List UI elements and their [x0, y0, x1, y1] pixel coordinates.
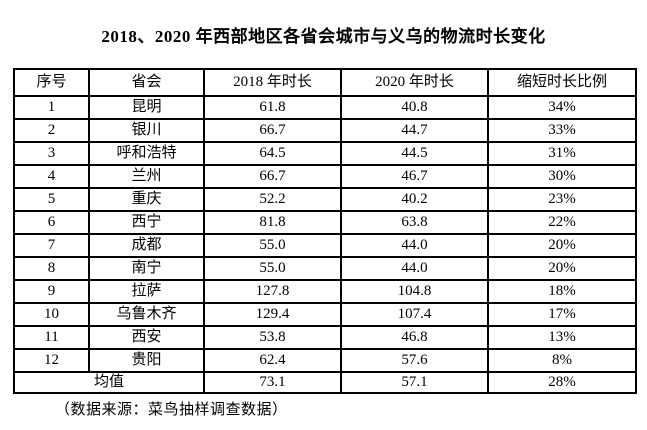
cell-reduction-ratio: 18%: [487, 279, 637, 304]
cell-2018-duration: 66.7: [203, 118, 342, 143]
cell-capital: 昆明: [88, 95, 205, 120]
cell-capital: 乌鲁木齐: [88, 302, 205, 327]
cell-capital: 呼和浩特: [88, 141, 205, 166]
cell-index: 10: [13, 302, 90, 327]
cell-2020-duration: 44.0: [340, 256, 489, 281]
cell-2020-duration: 44.0: [340, 233, 489, 258]
cell-capital: 成都: [88, 233, 205, 258]
cell-2018-duration: 127.8: [203, 279, 342, 304]
cell-capital: 银川: [88, 118, 205, 143]
cell-reduction-ratio: 8%: [487, 348, 637, 373]
summary-reduction-mean: 28%: [487, 371, 637, 394]
cell-capital: 西安: [88, 325, 205, 350]
cell-capital: 南宁: [88, 256, 205, 281]
cell-index: 8: [13, 256, 90, 281]
cell-capital: 贵阳: [88, 348, 205, 373]
cell-index: 11: [13, 325, 90, 350]
cell-2020-duration: 46.8: [340, 325, 489, 350]
cell-capital: 西宁: [88, 210, 205, 235]
cell-2020-duration: 46.7: [340, 164, 489, 189]
cell-2020-duration: 40.2: [340, 187, 489, 212]
cell-2020-duration: 104.8: [340, 279, 489, 304]
cell-2018-duration: 61.8: [203, 95, 342, 120]
cell-reduction-ratio: 20%: [487, 233, 637, 258]
cell-index: 4: [13, 164, 90, 189]
table-row: 3 呼和浩特 64.5 44.5 31%: [13, 141, 637, 166]
table-row: 7 成都 55.0 44.0 20%: [13, 233, 637, 258]
header-row: 序号 省会 2018 年时长 2020 年时长 缩短时长比例: [13, 68, 637, 97]
cell-2020-duration: 40.8: [340, 95, 489, 120]
cell-index: 1: [13, 95, 90, 120]
table-title: 2018、2020 年西部地区各省会城市与义乌的物流时长变化: [101, 27, 546, 46]
cell-index: 2: [13, 118, 90, 143]
cell-2020-duration: 57.6: [340, 348, 489, 373]
header-cell-2020: 2020 年时长: [340, 68, 489, 97]
cell-index: 9: [13, 279, 90, 304]
cell-index: 5: [13, 187, 90, 212]
table-row: 5 重庆 52.2 40.2 23%: [13, 187, 637, 212]
cell-capital: 拉萨: [88, 279, 205, 304]
cell-2018-duration: 55.0: [203, 256, 342, 281]
cell-2018-duration: 81.8: [203, 210, 342, 235]
cell-capital: 重庆: [88, 187, 205, 212]
cell-reduction-ratio: 34%: [487, 95, 637, 120]
summary-2020-mean: 57.1: [340, 371, 489, 394]
cell-2018-duration: 129.4: [203, 302, 342, 327]
summary-2018-mean: 73.1: [203, 371, 342, 394]
cell-reduction-ratio: 33%: [487, 118, 637, 143]
cell-reduction-ratio: 31%: [487, 141, 637, 166]
cell-reduction-ratio: 23%: [487, 187, 637, 212]
logistics-duration-table: 序号 省会 2018 年时长 2020 年时长 缩短时长比例 1 昆明 61.8 40…: [13, 68, 637, 394]
header-cell-capital: 省会: [88, 68, 205, 97]
cell-2020-duration: 44.7: [340, 118, 489, 143]
header-cell-reduction: 缩短时长比例: [487, 68, 637, 97]
cell-reduction-ratio: 13%: [487, 325, 637, 350]
cell-2020-duration: 63.8: [340, 210, 489, 235]
cell-reduction-ratio: 30%: [487, 164, 637, 189]
cell-2018-duration: 52.2: [203, 187, 342, 212]
table-row: 10 乌鲁木齐 129.4 107.4 17%: [13, 302, 637, 327]
summary-row: 均值 73.1 57.1 28%: [13, 371, 637, 394]
summary-label-cell: 均值: [13, 371, 205, 394]
cell-index: 7: [13, 233, 90, 258]
table-row: 4 兰州 66.7 46.7 30%: [13, 164, 637, 189]
cell-2020-duration: 44.5: [340, 141, 489, 166]
cell-2018-duration: 55.0: [203, 233, 342, 258]
cell-2018-duration: 64.5: [203, 141, 342, 166]
cell-2018-duration: 62.4: [203, 348, 342, 373]
cell-reduction-ratio: 17%: [487, 302, 637, 327]
cell-index: 12: [13, 348, 90, 373]
header-cell-index: 序号: [13, 68, 90, 97]
source-note: （数据来源：菜鸟抽样调查数据）: [55, 402, 288, 418]
cell-2020-duration: 107.4: [340, 302, 489, 327]
cell-reduction-ratio: 22%: [487, 210, 637, 235]
table-row: 9 拉萨 127.8 104.8 18%: [13, 279, 637, 304]
cell-2018-duration: 53.8: [203, 325, 342, 350]
table-row: 8 南宁 55.0 44.0 20%: [13, 256, 637, 281]
cell-2018-duration: 66.7: [203, 164, 342, 189]
cell-reduction-ratio: 20%: [487, 256, 637, 281]
cell-index: 3: [13, 141, 90, 166]
table-row: 12 贵阳 62.4 57.6 8%: [13, 348, 637, 373]
table-row: 2 银川 66.7 44.7 33%: [13, 118, 637, 143]
table-row: 1 昆明 61.8 40.8 34%: [13, 95, 637, 120]
table-row: 6 西宁 81.8 63.8 22%: [13, 210, 637, 235]
table-row: 11 西安 53.8 46.8 13%: [13, 325, 637, 350]
cell-capital: 兰州: [88, 164, 205, 189]
header-cell-2018: 2018 年时长: [203, 68, 342, 97]
cell-index: 6: [13, 210, 90, 235]
